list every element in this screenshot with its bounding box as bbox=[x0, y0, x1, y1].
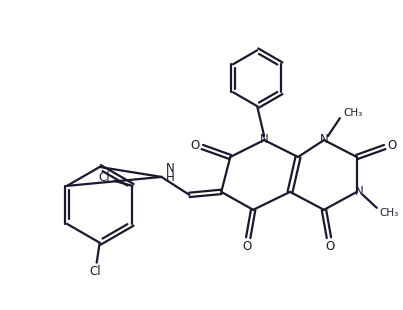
Text: O: O bbox=[191, 139, 200, 152]
Text: Cl: Cl bbox=[89, 265, 100, 278]
Text: N: N bbox=[166, 162, 175, 175]
Text: N: N bbox=[260, 133, 268, 146]
Text: Cl: Cl bbox=[98, 171, 110, 184]
Text: H: H bbox=[166, 171, 175, 184]
Text: N: N bbox=[355, 185, 363, 198]
Text: CH₃: CH₃ bbox=[343, 108, 362, 118]
Text: O: O bbox=[387, 139, 397, 152]
Text: N: N bbox=[320, 133, 328, 146]
Text: O: O bbox=[243, 240, 252, 253]
Text: CH₃: CH₃ bbox=[380, 208, 399, 218]
Text: O: O bbox=[325, 240, 334, 253]
